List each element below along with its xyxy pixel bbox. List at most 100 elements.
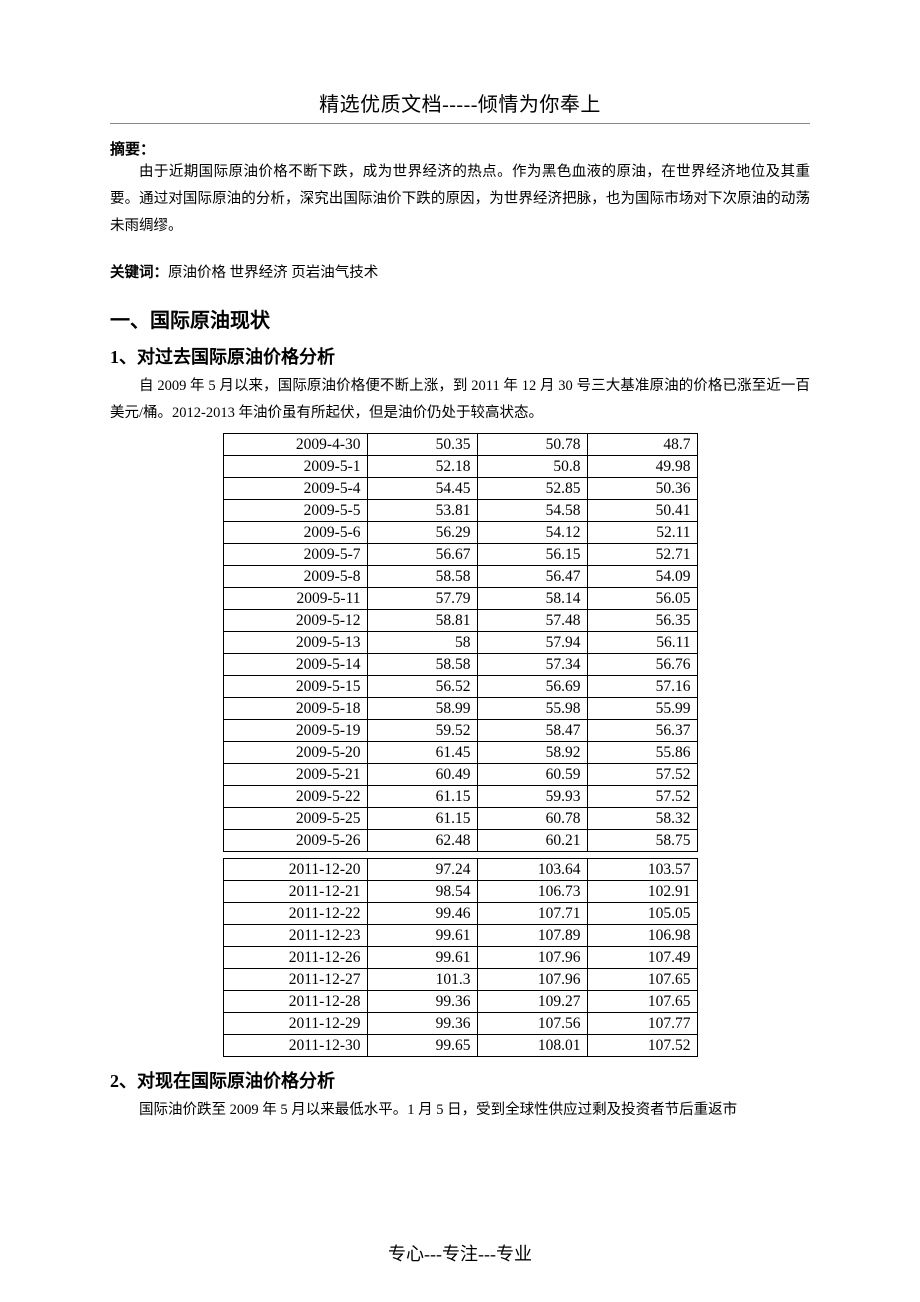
cell-date: 2009-5-8	[223, 566, 367, 588]
cell-value: 98.54	[367, 881, 477, 903]
cell-date: 2009-4-30	[223, 434, 367, 456]
cell-value: 107.52	[587, 1035, 697, 1057]
cell-value: 58.99	[367, 698, 477, 720]
table-row: 2009-5-1258.8157.4856.35	[223, 610, 697, 632]
page-header-title: 精选优质文档-----倾情为你奉上	[110, 88, 810, 117]
section1-sub1-text: 自 2009 年 5 月以来，国际原油价格便不断上涨，到 2011 年 12 月…	[110, 373, 810, 427]
cell-value: 56.29	[367, 522, 477, 544]
table-row: 2011-12-2097.24103.64103.57	[223, 859, 697, 881]
cell-value: 56.52	[367, 676, 477, 698]
cell-value: 59.93	[477, 786, 587, 808]
cell-value: 99.36	[367, 1013, 477, 1035]
cell-value: 55.99	[587, 698, 697, 720]
table-row: 2009-5-135857.9456.11	[223, 632, 697, 654]
table-row: 2009-5-2561.1560.7858.32	[223, 808, 697, 830]
cell-value: 60.49	[367, 764, 477, 786]
cell-value: 107.56	[477, 1013, 587, 1035]
table-row: 2011-12-2899.36109.27107.65	[223, 991, 697, 1013]
cell-value: 107.96	[477, 947, 587, 969]
cell-value: 107.77	[587, 1013, 697, 1035]
header-divider	[110, 123, 810, 124]
cell-value: 56.15	[477, 544, 587, 566]
cell-value: 50.36	[587, 478, 697, 500]
cell-date: 2009-5-5	[223, 500, 367, 522]
cell-date: 2011-12-27	[223, 969, 367, 991]
cell-date: 2009-5-20	[223, 742, 367, 764]
abstract-section: 摘要： 由于近期国际原油价格不断下跌，成为世界经济的热点。作为黑色血液的原油，在…	[110, 138, 810, 239]
cell-value: 60.21	[477, 830, 587, 852]
cell-value: 58.58	[367, 654, 477, 676]
cell-date: 2009-5-26	[223, 830, 367, 852]
cell-value: 58.58	[367, 566, 477, 588]
table-row: 2009-5-1458.5857.3456.76	[223, 654, 697, 676]
table-row: 2009-5-2160.4960.5957.52	[223, 764, 697, 786]
cell-value: 99.61	[367, 925, 477, 947]
cell-value: 99.65	[367, 1035, 477, 1057]
keywords-line: 关键词：原油价格 世界经济 页岩油气技术	[110, 261, 810, 282]
cell-value: 97.24	[367, 859, 477, 881]
cell-date: 2011-12-28	[223, 991, 367, 1013]
table-row: 2011-12-3099.65108.01107.52	[223, 1035, 697, 1057]
cell-value: 60.59	[477, 764, 587, 786]
cell-date: 2009-5-18	[223, 698, 367, 720]
cell-value: 53.81	[367, 500, 477, 522]
cell-date: 2009-5-22	[223, 786, 367, 808]
abstract-label: 摘要：	[110, 141, 155, 158]
cell-value: 56.67	[367, 544, 477, 566]
table-row: 2009-5-152.1850.849.98	[223, 456, 697, 478]
cell-value: 54.12	[477, 522, 587, 544]
cell-value: 56.76	[587, 654, 697, 676]
table-row: 2011-12-2699.61107.96107.49	[223, 947, 697, 969]
cell-value: 52.71	[587, 544, 697, 566]
section1-sub1-heading: 1、对过去国际原油价格分析	[110, 343, 810, 369]
cell-value: 107.89	[477, 925, 587, 947]
cell-value: 50.78	[477, 434, 587, 456]
cell-value: 99.61	[367, 947, 477, 969]
cell-date: 2009-5-15	[223, 676, 367, 698]
cell-date: 2009-5-25	[223, 808, 367, 830]
cell-value: 62.48	[367, 830, 477, 852]
cell-date: 2009-5-19	[223, 720, 367, 742]
section1-heading: 一、国际原油现状	[110, 304, 810, 333]
cell-value: 103.64	[477, 859, 587, 881]
cell-value: 103.57	[587, 859, 697, 881]
cell-value: 49.98	[587, 456, 697, 478]
cell-date: 2011-12-21	[223, 881, 367, 903]
cell-value: 60.78	[477, 808, 587, 830]
cell-value: 56.37	[587, 720, 697, 742]
table-row: 2011-12-2299.46107.71105.05	[223, 903, 697, 925]
table-row: 2009-5-1858.9955.9855.99	[223, 698, 697, 720]
page-footer-text: 专心---专注---专业	[0, 1240, 920, 1266]
cell-value: 106.73	[477, 881, 587, 903]
cell-value: 55.86	[587, 742, 697, 764]
cell-value: 102.91	[587, 881, 697, 903]
cell-date: 2009-5-4	[223, 478, 367, 500]
cell-value: 56.05	[587, 588, 697, 610]
cell-value: 108.01	[477, 1035, 587, 1057]
cell-value: 57.79	[367, 588, 477, 610]
table-row: 2009-4-3050.3550.7848.7	[223, 434, 697, 456]
cell-value: 48.7	[587, 434, 697, 456]
cell-value: 107.65	[587, 991, 697, 1013]
cell-value: 52.18	[367, 456, 477, 478]
cell-value: 57.94	[477, 632, 587, 654]
table-row: 2009-5-756.6756.1552.71	[223, 544, 697, 566]
cell-date: 2009-5-13	[223, 632, 367, 654]
cell-value: 105.05	[587, 903, 697, 925]
cell-value: 58.47	[477, 720, 587, 742]
table-row: 2009-5-656.2954.1252.11	[223, 522, 697, 544]
cell-date: 2011-12-23	[223, 925, 367, 947]
table-row: 2009-5-2261.1559.9357.52	[223, 786, 697, 808]
table-row: 2011-12-27101.3107.96107.65	[223, 969, 697, 991]
cell-value: 107.49	[587, 947, 697, 969]
table-row: 2009-5-454.4552.8550.36	[223, 478, 697, 500]
cell-value: 50.35	[367, 434, 477, 456]
cell-date: 2011-12-29	[223, 1013, 367, 1035]
cell-value: 57.52	[587, 764, 697, 786]
cell-date: 2011-12-30	[223, 1035, 367, 1057]
section1-sub2-heading: 2、对现在国际原油价格分析	[110, 1067, 810, 1093]
cell-value: 56.11	[587, 632, 697, 654]
table-row: 2009-5-1157.7958.1456.05	[223, 588, 697, 610]
cell-value: 61.15	[367, 808, 477, 830]
table-row: 2009-5-2662.4860.2158.75	[223, 830, 697, 852]
